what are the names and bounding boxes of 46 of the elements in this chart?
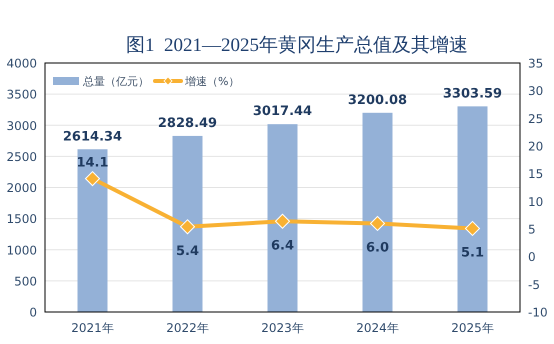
data-label: 2614.34 bbox=[62, 129, 122, 144]
x-tick-label: 2021年 bbox=[71, 321, 114, 335]
x-tick-label: 2025年 bbox=[451, 321, 494, 335]
bar bbox=[362, 112, 392, 312]
point bbox=[465, 220, 480, 236]
data-label: 2828.49 bbox=[158, 116, 218, 131]
y-tick-label: 500 bbox=[14, 274, 37, 288]
x-tick-label: 2022年 bbox=[166, 321, 209, 335]
y-tick-label: 3500 bbox=[6, 88, 37, 102]
data-label: 3303.59 bbox=[442, 86, 502, 102]
y2-tick-label: 15 bbox=[528, 167, 544, 182]
data-label: 3200.08 bbox=[348, 92, 408, 108]
y-tick-label: 1500 bbox=[6, 212, 37, 226]
bar bbox=[268, 124, 298, 312]
legend-label: 总量（亿元） bbox=[82, 75, 149, 88]
data-label: 5.4 bbox=[176, 244, 200, 259]
y-tick-label: 0 bbox=[29, 306, 37, 320]
y-tick-label: 2500 bbox=[6, 150, 37, 164]
y-tick-label: 2000 bbox=[6, 181, 37, 195]
bar bbox=[172, 136, 202, 312]
chart-title: 图1 2021—2025年黄冈生产总值及其增速 bbox=[126, 35, 468, 56]
point bbox=[275, 214, 290, 229]
data-label: 6.0 bbox=[366, 240, 390, 256]
y2-tick-label: -10 bbox=[528, 306, 548, 320]
y-tick-label: 1000 bbox=[6, 243, 37, 258]
y-tick-label: 4000 bbox=[6, 56, 37, 70]
data-label: 3017.44 bbox=[252, 104, 312, 120]
y2-tick-label: -5 bbox=[528, 278, 540, 292]
y2-tick-label: 0 bbox=[528, 250, 536, 264]
point bbox=[370, 216, 385, 231]
y2-tick-label: 35 bbox=[528, 56, 544, 70]
bar bbox=[78, 149, 108, 312]
y2-tick-label: 20 bbox=[528, 140, 544, 154]
point bbox=[85, 171, 100, 186]
y-tick-label: 3000 bbox=[6, 118, 37, 133]
y2-tick-label: 25 bbox=[528, 112, 544, 126]
y2-tick-label: 30 bbox=[528, 84, 544, 98]
bar bbox=[458, 106, 488, 312]
data-label: 5.1 bbox=[460, 245, 484, 260]
y2-tick-label: 10 bbox=[528, 194, 544, 209]
legend-label: 增速（%） bbox=[184, 75, 240, 88]
data-label: 6.4 bbox=[270, 238, 294, 254]
x-tick-label: 2023年 bbox=[261, 321, 304, 335]
point bbox=[180, 219, 195, 234]
x-tick-label: 2024年 bbox=[356, 321, 399, 335]
y2-tick-label: 5 bbox=[528, 222, 536, 236]
